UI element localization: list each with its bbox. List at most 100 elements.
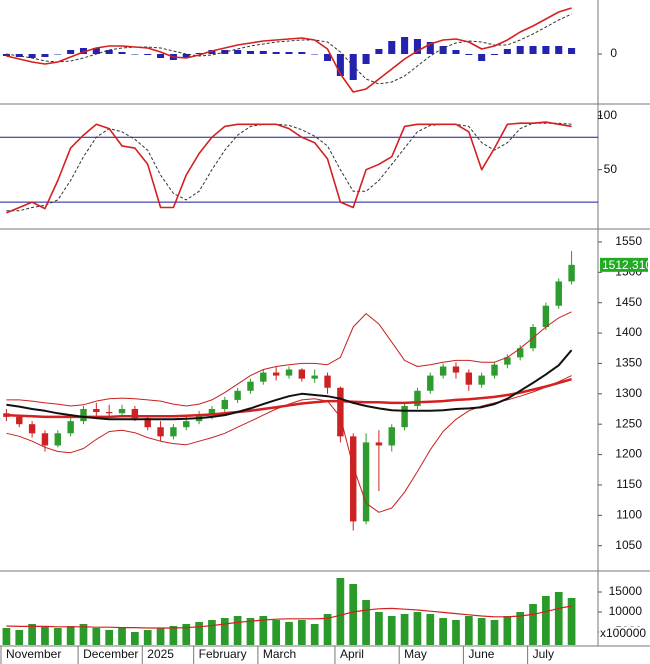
bar — [208, 50, 216, 54]
candle-body — [80, 409, 87, 422]
bar — [413, 39, 421, 54]
bar — [464, 616, 473, 645]
bar — [28, 54, 36, 58]
candle-body — [247, 381, 254, 391]
candle-body — [28, 424, 36, 434]
candle-body — [350, 436, 357, 522]
bar — [336, 578, 345, 645]
line — [6, 605, 572, 629]
bar — [555, 46, 563, 54]
bar — [516, 612, 525, 645]
candle-body — [298, 369, 306, 379]
candle-body — [260, 372, 267, 382]
candle-body — [221, 399, 228, 410]
bar — [285, 52, 293, 54]
bar — [92, 48, 100, 54]
volume-unit: x100000 — [600, 626, 646, 640]
candle-body — [131, 409, 139, 419]
bar — [336, 54, 344, 76]
bar — [542, 596, 550, 645]
bar — [156, 628, 165, 645]
bar — [131, 54, 139, 55]
candle-body — [208, 409, 216, 416]
bar — [478, 54, 486, 61]
bar — [310, 624, 319, 645]
bar — [401, 37, 409, 54]
candle-body — [41, 433, 49, 446]
bar — [208, 620, 216, 645]
bar — [477, 618, 486, 645]
candle-body — [542, 305, 550, 327]
bar — [54, 54, 62, 55]
bar — [272, 620, 281, 645]
y-tick-label: 1550 — [615, 234, 642, 248]
x-tick-label: April — [340, 647, 364, 661]
line — [6, 7, 572, 93]
y-tick-label: 10000 — [609, 604, 643, 618]
bar — [297, 620, 306, 645]
bar — [157, 54, 165, 58]
bar — [259, 616, 268, 645]
bar — [66, 626, 75, 645]
bar — [388, 41, 396, 54]
unit-bg — [599, 627, 650, 640]
bar — [182, 624, 191, 645]
candle-body — [157, 427, 164, 437]
bar — [426, 614, 435, 645]
bar — [298, 52, 306, 54]
y-tick-label: 50 — [604, 162, 618, 176]
line — [6, 311, 572, 407]
bar — [131, 632, 139, 645]
bar — [452, 620, 460, 645]
x-tick-label: March — [263, 647, 296, 661]
bar — [490, 54, 499, 55]
candle-body — [337, 387, 344, 437]
last-price-label: 1512.310 — [602, 258, 650, 272]
candle-body — [285, 369, 293, 376]
last-price-box — [600, 257, 648, 272]
x-tick-label: July — [533, 647, 554, 661]
bar — [529, 46, 537, 54]
candle-body — [16, 416, 23, 425]
bar — [67, 50, 75, 54]
line — [6, 13, 572, 85]
candle-body — [568, 264, 575, 282]
bar — [53, 628, 62, 645]
bar — [144, 54, 152, 55]
candle-body — [183, 421, 190, 428]
y-tick-label: 1300 — [615, 386, 642, 400]
bar — [439, 618, 447, 645]
bar — [79, 624, 88, 645]
x-tick-label: June — [468, 647, 494, 661]
candle-body — [67, 421, 74, 434]
bar — [324, 54, 332, 61]
y-tick-label: 0 — [610, 46, 617, 60]
bar — [503, 49, 511, 54]
bar — [272, 52, 280, 54]
bar — [2, 54, 10, 56]
bar — [15, 630, 24, 645]
bar — [568, 48, 576, 54]
line — [6, 121, 572, 214]
bar — [118, 52, 126, 54]
bar — [465, 54, 473, 55]
bar — [246, 51, 254, 54]
y-tick-label: 1350 — [615, 356, 642, 370]
x-tick-label: May — [404, 647, 427, 661]
bar — [529, 604, 537, 645]
bar — [542, 46, 550, 54]
bar — [105, 50, 113, 54]
bar — [375, 49, 383, 54]
bar — [92, 628, 101, 645]
bar — [323, 614, 332, 645]
bar — [41, 54, 49, 57]
bar — [387, 616, 396, 645]
bar — [28, 624, 36, 645]
candle-body — [118, 409, 126, 414]
candle-body — [272, 372, 280, 376]
candle-body — [516, 348, 524, 358]
candle-body — [439, 366, 447, 376]
